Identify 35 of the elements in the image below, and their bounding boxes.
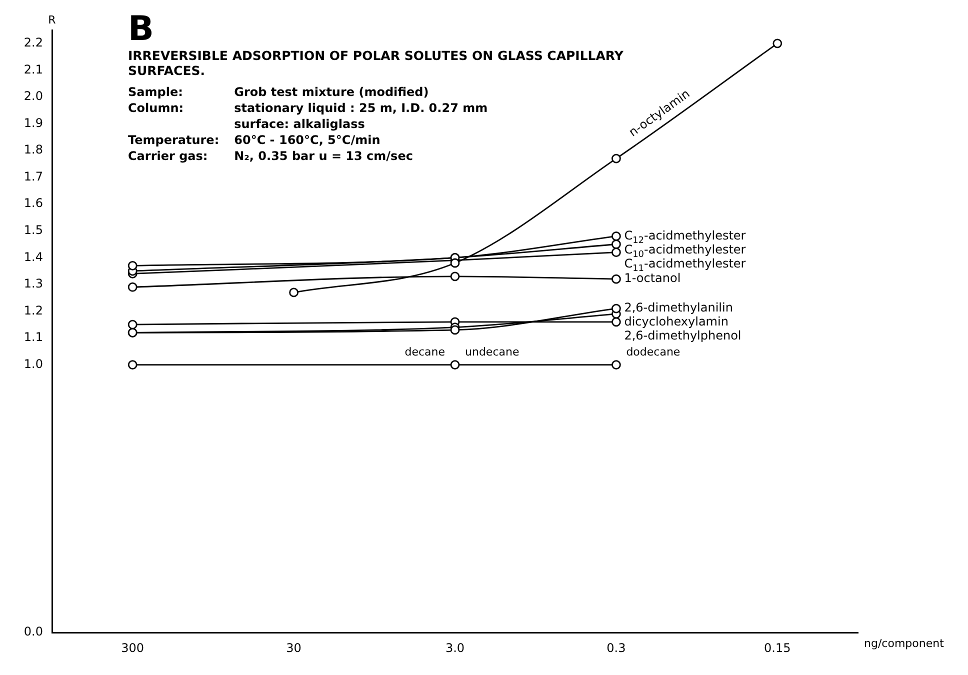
text: Sample: Grob test mixture (modified) <box>128 85 429 99</box>
annotation: surface: alkaliglass <box>233 116 366 132</box>
y-tick-label: 2.2 <box>24 36 43 50</box>
annotation: dodecane <box>626 346 680 359</box>
y-tick-label: 1.4 <box>24 250 43 264</box>
y-axis-title: R <box>48 13 56 26</box>
text: Temperature: 60°C - 160°C, 5°C/min <box>128 133 380 147</box>
series-label: dicyclohexylamin <box>624 314 728 329</box>
text: IRREVERSIBLE ADSORPTION OF POLAR SOLUTES ON GLASS CAPILLARY SURFACES. <box>128 48 624 78</box>
y-tick-label: 1.2 <box>24 303 43 318</box>
x-axis-title: ng/component <box>864 636 945 650</box>
y-tick-label: 1.3 <box>24 276 43 291</box>
text: Column: stationary liquid : 25 m, I.D. 0.27 mm <box>128 101 488 115</box>
y-tick-label: 1.0 <box>24 356 43 371</box>
y-tick-label: 0.0 <box>24 624 43 639</box>
y-tick-label: 2.1 <box>24 62 43 76</box>
x-tick-label: 300 <box>121 640 144 655</box>
annotation: undecane <box>465 346 520 359</box>
x-tick-label: 3.0 <box>445 640 465 655</box>
text: Carrier gas: N₂, 0.35 bar u = 13 cm/sec <box>128 149 413 163</box>
series-label: 1-octanol <box>624 271 681 286</box>
chart-title: B <box>128 9 155 49</box>
y-tick-label: 1.6 <box>24 196 43 210</box>
series-label: 2,6-dimethylphenol <box>624 328 742 343</box>
y-tick-label: 1.9 <box>24 116 43 130</box>
series-label: 2,6-dimethylanilin <box>624 300 733 315</box>
y-tick-label: 1.5 <box>24 222 43 237</box>
y-tick-label: 1.8 <box>24 142 43 157</box>
annotation: decane <box>404 346 446 359</box>
y-tick-label: 1.7 <box>24 169 43 184</box>
x-tick-label: 0.3 <box>606 640 626 655</box>
y-tick-label: 2.0 <box>24 89 43 104</box>
x-tick-label: 30 <box>286 640 302 655</box>
x-tick-label: 0.15 <box>764 640 791 655</box>
y-tick-label: 1.1 <box>24 330 43 344</box>
